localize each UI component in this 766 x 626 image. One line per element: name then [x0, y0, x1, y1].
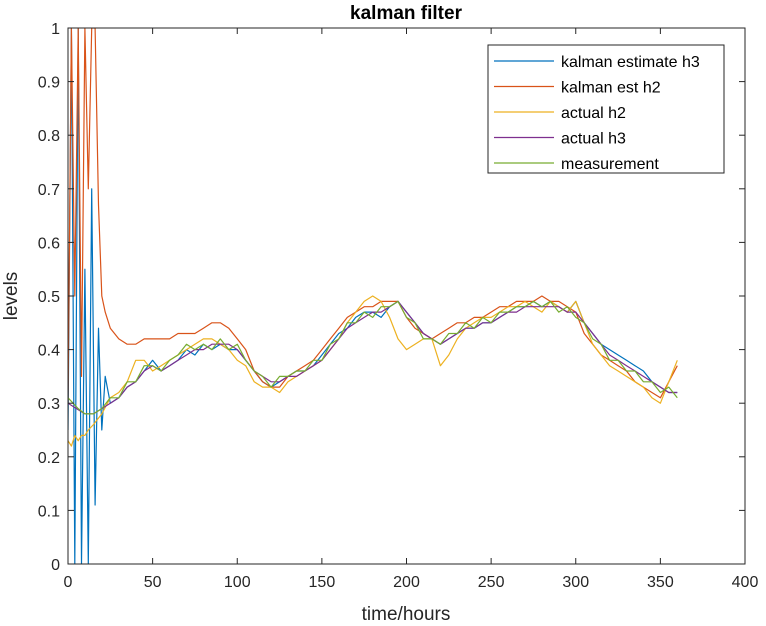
x-tick-label: 0	[64, 574, 73, 591]
x-tick-label: 350	[647, 574, 674, 591]
x-tick-label: 150	[309, 574, 336, 591]
y-tick-label: 0.3	[38, 396, 60, 413]
y-tick-label: 0.1	[38, 503, 60, 520]
y-tick-label: 0.2	[38, 450, 60, 467]
series-line-actual-h2	[68, 295, 678, 447]
series-line-actual-h3	[68, 300, 678, 415]
x-tick-label: 250	[478, 574, 505, 591]
y-axis-label: levels	[1, 272, 22, 321]
legend-box	[487, 44, 725, 174]
legend-label-measurement: measurement	[561, 156, 659, 173]
y-tick-label: 0	[51, 557, 60, 574]
x-axis-label: time/hours	[362, 604, 451, 625]
legend-label-actual-h2: actual h2	[561, 105, 626, 122]
y-tick-label: 0.8	[38, 128, 60, 145]
series-line-kalman-est-h2	[68, 28, 678, 404]
y-tick-label: 0.7	[38, 182, 60, 199]
x-tick-label: 50	[144, 574, 162, 591]
legend-label-actual-h3: actual h3	[561, 131, 626, 148]
series-line-measurement	[68, 300, 678, 415]
y-tick-label: 0.6	[38, 235, 60, 252]
chart-title: kalman filter	[350, 3, 463, 24]
x-tick-label: 400	[732, 574, 759, 591]
y-tick-label: 0.4	[38, 343, 60, 360]
x-tick-label: 100	[224, 574, 251, 591]
x-tick-label: 300	[562, 574, 589, 591]
y-tick-label: 1	[51, 21, 60, 38]
legend: kalman estimate h3 kalman est h2 actual h2…	[487, 44, 725, 174]
axis-ticks: 0 50 100 150 200 250 300 350 400 0 0.1 0.2 0.3 0.4 0.5…	[38, 21, 759, 591]
x-tick-label: 200	[393, 574, 420, 591]
legend-label-kalman-estimate-h3: kalman estimate h3	[561, 54, 700, 71]
series-layer	[68, 28, 678, 564]
y-tick-label: 0.5	[38, 289, 60, 306]
y-tick-label: 0.9	[38, 75, 60, 92]
legend-label-kalman-est-h2: kalman est h2	[561, 80, 661, 97]
